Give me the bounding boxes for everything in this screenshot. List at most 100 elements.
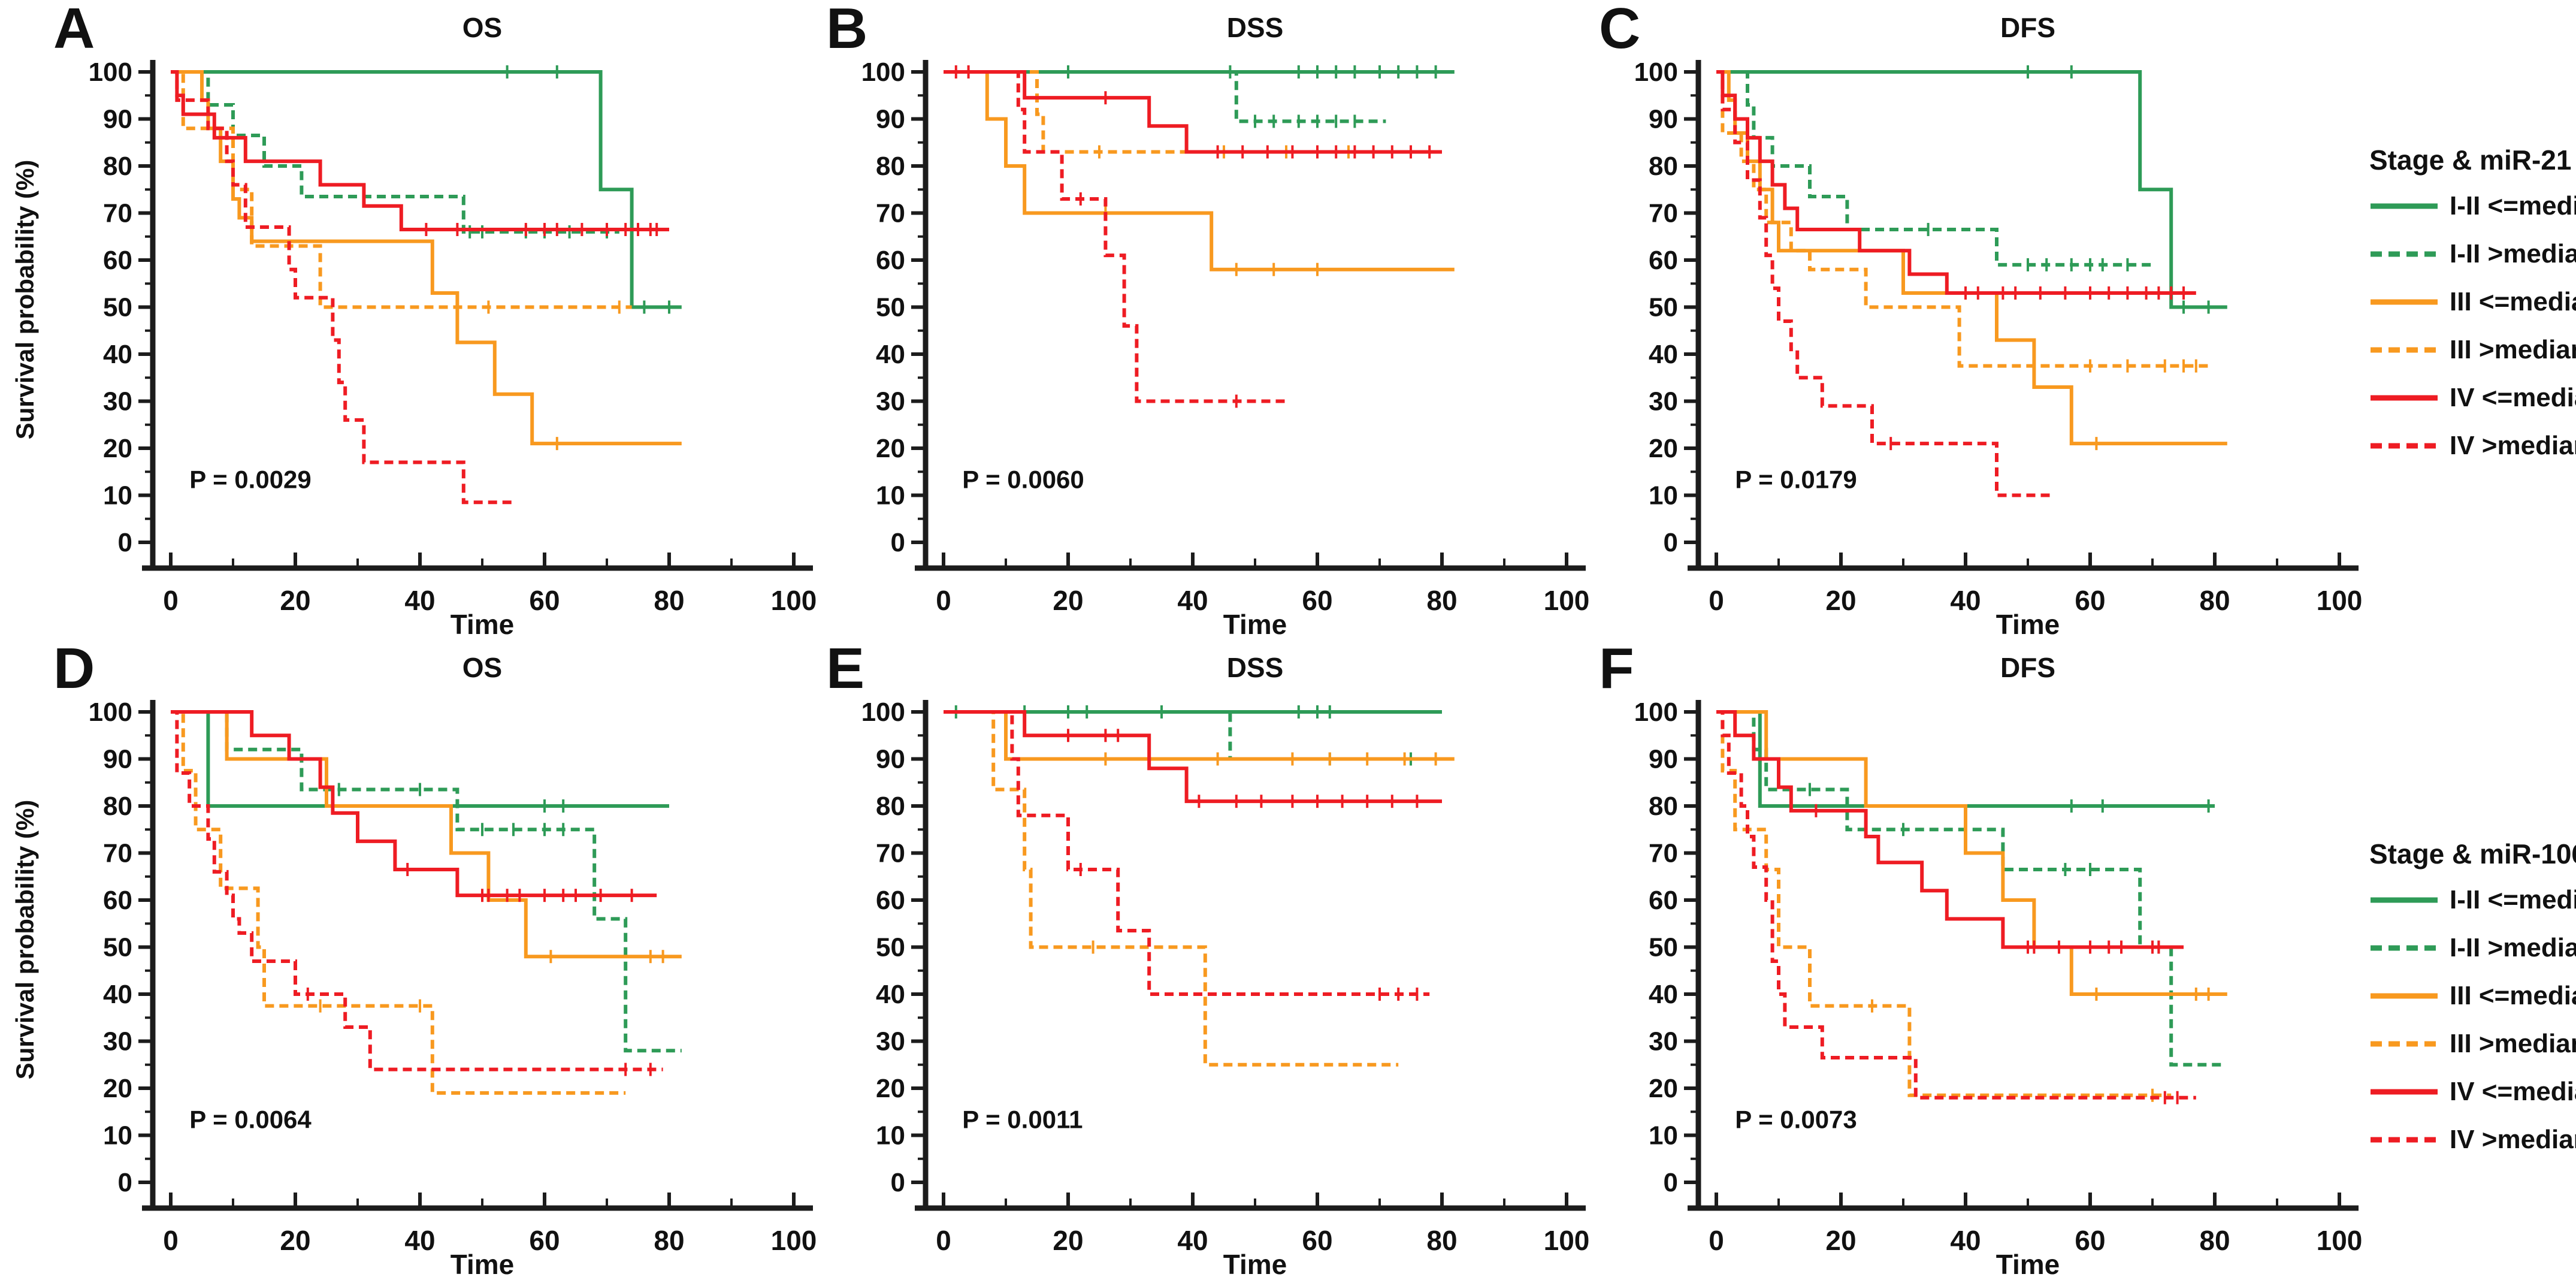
panel-A: A OS 0 10 20 30 40 50 60 70 80 90 100 0 20 40 60 80 100 Ti…	[51, 0, 824, 640]
x-tick-label: 100	[2317, 1225, 2363, 1256]
x-tick-label: 0	[163, 1225, 179, 1256]
y-tick-label: 0	[1664, 1168, 1678, 1197]
legend-mir106b: Stage & miR-106b I-II <=median I-II >med…	[2369, 640, 2576, 1280]
series-F-5	[1716, 710, 2196, 1104]
p-value-label: P = 0.0179	[1735, 466, 1857, 494]
x-axis-title: Time	[1996, 609, 2060, 640]
curve-A-iii-median	[171, 70, 632, 309]
censor-ticks	[1254, 114, 1356, 128]
censor-ticks	[1079, 862, 1419, 1001]
y-tick-label: 100	[89, 58, 132, 87]
x-tick-label: 0	[163, 585, 179, 616]
y-tick-label: 90	[103, 105, 132, 134]
y-tick-label: 80	[1649, 792, 1678, 821]
series-C-3	[1716, 70, 2209, 373]
x-ticks: 0 20 40 60 80 100	[163, 553, 817, 616]
x-axis-title: Time	[1223, 609, 1287, 640]
y-tick-label: 100	[861, 58, 905, 87]
y-tick-label: 40	[1649, 340, 1678, 369]
y-tick-label: 40	[103, 340, 132, 369]
p-value-label: P = 0.0011	[962, 1106, 1083, 1134]
legend-item-label: IV <=median	[2450, 383, 2576, 412]
series-C-1	[1716, 70, 2152, 271]
curve-B-i-ii-median	[944, 70, 1386, 123]
y-tick-label: 70	[876, 199, 905, 228]
y-tick-label: 20	[103, 1074, 132, 1103]
curve-E-iv-median	[944, 710, 1442, 804]
panel-F: F DFS 0 10 20 30 40 50 60 70 80 90 100 0 20 40 60 80 100 T…	[1597, 640, 2369, 1280]
x-tick-label: 100	[771, 1225, 817, 1256]
curve-E-iv-median	[944, 710, 1430, 996]
series-B-2	[944, 70, 1455, 276]
y-ticks: 0 10 20 30 40 50 60 70 80 90 100	[861, 698, 926, 1197]
y-tick-label: 10	[103, 481, 132, 511]
x-axis-title: Time	[1223, 1249, 1287, 1280]
km-chart-A: OS 0 10 20 30 40 50 60 70 80 90 100 0 20 40 60 80 100 Time…	[51, 0, 824, 640]
panel-title: DSS	[1227, 12, 1284, 43]
censor-ticks	[306, 988, 652, 1076]
curve-A-iii-median	[171, 70, 682, 446]
panel-letter-E: E	[826, 636, 865, 701]
censor-ticks	[2095, 988, 2210, 1001]
y-tick-label: 10	[103, 1121, 132, 1151]
y-tick-label: 50	[103, 933, 132, 962]
y-tick-label: 10	[1649, 1121, 1678, 1151]
curve-F-iv-median	[1716, 710, 2184, 949]
x-tick-label: 0	[936, 1225, 951, 1256]
x-ticks: 0 20 40 60 80 100	[163, 1193, 817, 1256]
x-tick-label: 40	[1177, 585, 1208, 616]
y-ticks: 0 10 20 30 40 50 60 70 80 90 100	[1634, 58, 1698, 557]
legend-item-label: I-II >median	[2450, 239, 2576, 268]
x-tick-label: 60	[1302, 585, 1332, 616]
x-tick-label: 60	[2075, 585, 2105, 616]
x-tick-label: 20	[1053, 1225, 1083, 1256]
series-A-2	[171, 70, 682, 451]
curve-D-iii-median	[171, 710, 626, 1095]
y-axis-title-column: Survival probability (%)	[0, 0, 51, 640]
y-tick-label: 0	[891, 528, 905, 557]
legend-line-dashed-orange-icon	[2371, 347, 2438, 353]
series-C-4	[1716, 70, 2196, 300]
legend-item: III <=median	[2369, 981, 2576, 1010]
x-axis-title: Time	[451, 1249, 515, 1280]
x-axis-title: Time	[451, 609, 515, 640]
p-value-label: P = 0.0073	[1735, 1106, 1857, 1134]
y-tick-label: 50	[1649, 933, 1678, 962]
curve-E-iii-median	[944, 710, 1455, 761]
x-tick-label: 40	[1950, 585, 1981, 616]
km-chart-F: DFS 0 10 20 30 40 50 60 70 80 90 100 0 20 40 60 80 100 Tim…	[1597, 640, 2369, 1280]
y-tick-label: 60	[103, 886, 132, 915]
x-tick-label: 0	[936, 585, 951, 616]
censor-ticks	[1079, 192, 1238, 408]
y-ticks: 0 10 20 30 40 50 60 70 80 90 100	[861, 58, 926, 557]
row-mir21: Survival probability (%) A OS 0 10 20 30 40 50…	[0, 0, 2576, 640]
legend-item: I-II <=median	[2369, 885, 2576, 914]
y-tick-label: 60	[1649, 886, 1678, 915]
panel-letter-C: C	[1599, 0, 1641, 61]
legend-mir106b-inner: Stage & miR-106b I-II <=median I-II >med…	[2369, 838, 2576, 1173]
x-tick-label: 60	[1302, 1225, 1332, 1256]
legend-item-label: I-II <=median	[2450, 191, 2576, 221]
panel-title: DFS	[2000, 652, 2055, 683]
series-D-0	[171, 710, 669, 813]
x-tick-label: 0	[1709, 585, 1724, 616]
x-tick-label: 80	[2199, 1225, 2230, 1256]
y-tick-label: 80	[876, 792, 905, 821]
y-tick-label: 100	[89, 698, 132, 727]
series-F-1	[1716, 710, 2221, 1067]
km-plot-F: DFS 0 10 20 30 40 50 60 70 80 90 100 0 20 40 60 80 100 Tim…	[1634, 652, 2363, 1280]
legend-item-label: III >median	[2450, 1029, 2576, 1058]
km-chart-B: DSS 0 10 20 30 40 50 60 70 80 90 100 0 20 40 60 80 100 Tim…	[824, 0, 1597, 640]
x-tick-label: 40	[1177, 1225, 1208, 1256]
y-tick-label: 80	[103, 792, 132, 821]
y-tick-label: 30	[1649, 387, 1678, 416]
censor-ticks	[2070, 799, 2210, 813]
legend-item: III <=median	[2369, 287, 2576, 316]
panel-title: DSS	[1227, 652, 1284, 683]
censor-ticks	[1067, 65, 1437, 79]
series-D-2	[171, 710, 682, 964]
legend-line-solid-orange-icon	[2371, 993, 2438, 999]
y-tick-label: 20	[1649, 434, 1678, 463]
censor-ticks	[506, 65, 670, 314]
